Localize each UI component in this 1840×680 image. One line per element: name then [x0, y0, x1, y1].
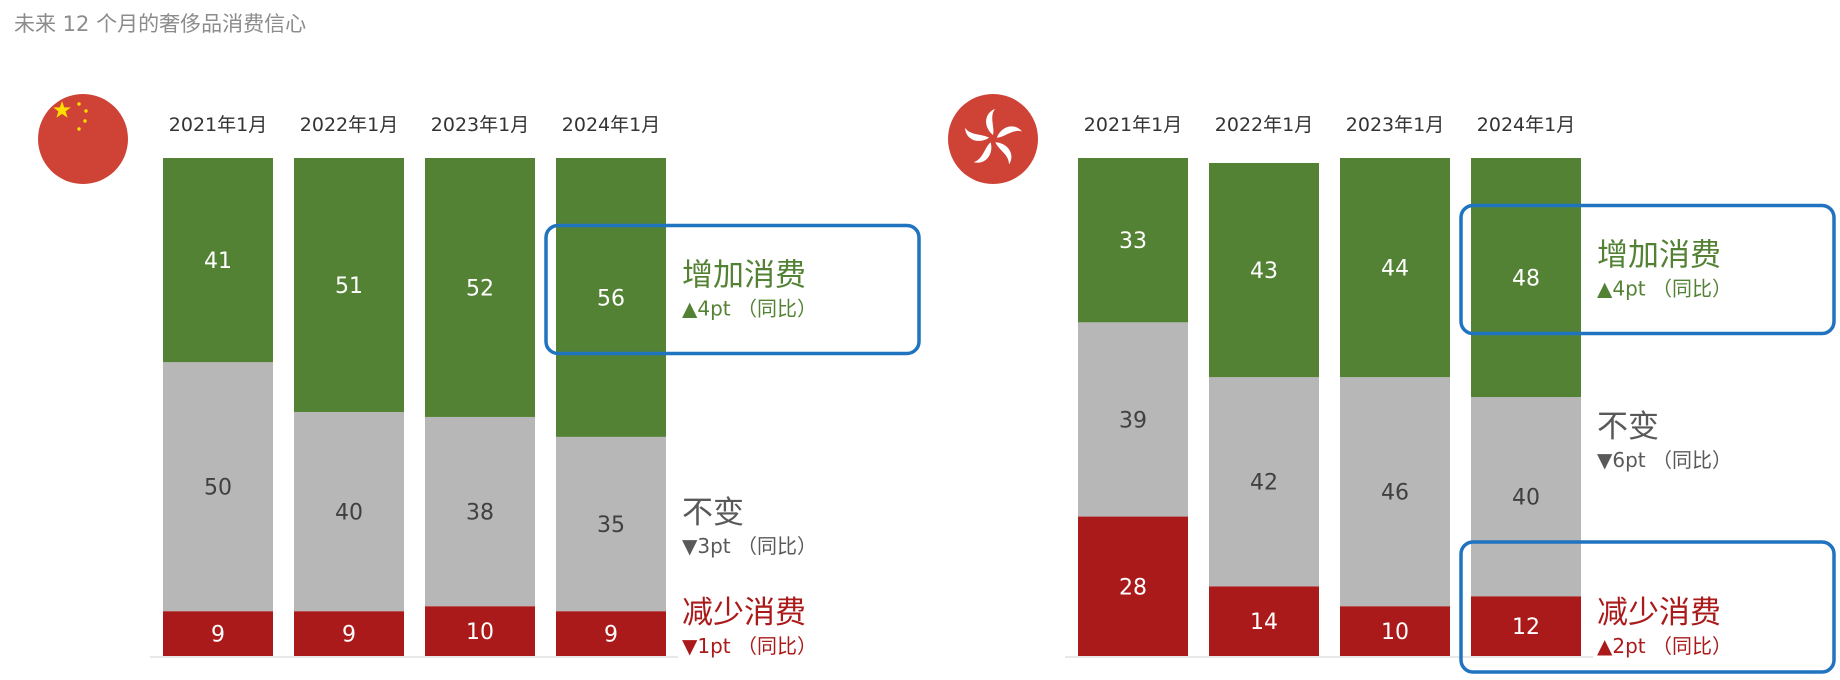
- highlight-box-increase: [544, 223, 921, 356]
- series-change-unchanged: ▼3pt （同比）: [682, 534, 817, 558]
- data-label: 46: [1381, 481, 1409, 506]
- x-tick-label: 2023年1月: [431, 114, 529, 136]
- bar-segment-decrease: [556, 611, 666, 656]
- bar-segment-increase: [425, 158, 535, 417]
- data-label: 9: [342, 623, 356, 648]
- data-label: 48: [1512, 267, 1540, 292]
- bar-segment-increase: [556, 158, 666, 437]
- x-tick-label: 2024年1月: [1477, 114, 1575, 136]
- series-label-increase: 增加消费: [1597, 238, 1721, 274]
- series-label-unchanged: 不变: [682, 495, 744, 531]
- data-label: 41: [204, 249, 232, 274]
- bar-segment-unchanged: [1078, 322, 1188, 517]
- data-label: 35: [597, 513, 625, 538]
- hong-kong-stacked-bar-chart: 2021年1月 28 39 33 2022年1月 14 42 43 2023年1月 10 46 44 2…: [948, 94, 1836, 674]
- bar-segment-increase: [1209, 162, 1319, 378]
- x-tick-label: 2023年1月: [1346, 114, 1444, 136]
- highlight-box-increase: [1459, 203, 1836, 336]
- bar-segment-increase: [1340, 158, 1450, 378]
- series-label-increase: 增加消费: [682, 257, 806, 293]
- bar-segment-decrease: [1340, 606, 1450, 656]
- series-change-decrease: ▼1pt （同比）: [682, 634, 817, 658]
- data-label: 52: [466, 276, 494, 301]
- bar-segment-decrease: [425, 606, 535, 656]
- bar-segment-unchanged: [1209, 377, 1319, 587]
- series-label-decrease: 减少消费: [1597, 595, 1721, 631]
- data-label: 38: [466, 501, 494, 526]
- bar-segment-decrease: [163, 611, 273, 656]
- series-change-increase: ▲4pt （同比）: [1597, 277, 1732, 301]
- bar-segment-unchanged: [425, 416, 535, 607]
- data-label: 14: [1250, 610, 1278, 635]
- bar-segment-increase: [163, 158, 273, 363]
- data-label: 10: [466, 620, 494, 645]
- data-label: 43: [1250, 259, 1278, 284]
- data-label: 51: [335, 274, 363, 299]
- data-label: 50: [204, 476, 232, 501]
- data-label: 39: [1119, 408, 1147, 433]
- x-tick-label: 2022年1月: [300, 114, 398, 136]
- bar-segment-unchanged: [294, 411, 404, 612]
- bar-segment-unchanged: [163, 362, 273, 612]
- hong-kong-flag-icon: [948, 94, 1038, 184]
- bar-segment-unchanged: [1471, 397, 1581, 597]
- page-title: 未来 12 个月的奢侈品消费信心: [14, 12, 307, 36]
- data-label: 28: [1119, 575, 1147, 600]
- bar-segment-increase: [1471, 158, 1581, 398]
- data-label: 42: [1250, 471, 1278, 496]
- highlight-box-decrease: [1459, 540, 1836, 674]
- data-label: 40: [1512, 486, 1540, 511]
- series-label-decrease: 减少消费: [682, 595, 806, 631]
- series-change-increase: ▲4pt （同比）: [682, 296, 817, 320]
- data-label: 9: [604, 623, 618, 648]
- bar-segment-increase: [294, 158, 404, 412]
- data-label: 44: [1381, 257, 1409, 282]
- x-tick-label: 2022年1月: [1215, 114, 1313, 136]
- data-label: 33: [1119, 229, 1147, 254]
- series-change-decrease: ▲2pt （同比）: [1597, 634, 1732, 658]
- bar-segment-decrease: [1209, 586, 1319, 656]
- series-change-unchanged: ▼6pt （同比）: [1597, 448, 1732, 472]
- data-label: 40: [335, 501, 363, 526]
- x-tick-label: 2021年1月: [1084, 114, 1182, 136]
- data-label: 12: [1512, 615, 1540, 640]
- bar-segment-decrease: [1471, 596, 1581, 656]
- bar-segment-unchanged: [556, 436, 666, 612]
- china-stacked-bar-chart: 2021年1月 9 50 41 2022年1月 9 40 51 2023年1月 10 38 52 202…: [38, 94, 921, 658]
- data-label: 9: [211, 623, 225, 648]
- x-tick-label: 2024年1月: [562, 114, 660, 136]
- bar-segment-unchanged: [1340, 377, 1450, 607]
- bar-segment-decrease: [1078, 516, 1188, 656]
- china-flag-icon: [38, 94, 128, 184]
- bar-segment-increase: [1078, 158, 1188, 323]
- data-label: 10: [1381, 620, 1409, 645]
- series-label-unchanged: 不变: [1597, 409, 1659, 445]
- bar-segment-decrease: [294, 611, 404, 656]
- x-tick-label: 2021年1月: [169, 114, 267, 136]
- data-label: 56: [597, 286, 625, 311]
